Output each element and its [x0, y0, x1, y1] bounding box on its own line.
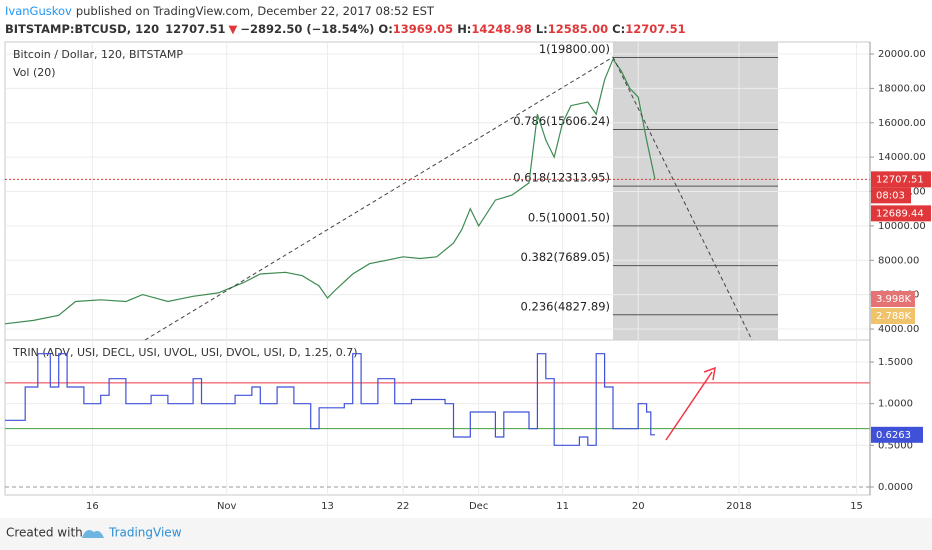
volume-text: 3.998K [876, 294, 912, 305]
h-label: H: [457, 22, 471, 36]
y-tick-label: 1.0000 [878, 399, 913, 410]
countdown-text: 08:03 [876, 190, 905, 201]
l-value: 12585.00 [548, 22, 608, 36]
x-tick-label: 20 [632, 501, 645, 512]
footer-bar [0, 518, 932, 550]
pane-title: TRIN (ADV, USI, DECL, USI, UVOL, USI, DV… [12, 346, 358, 359]
fib-label: 0.5(10001.50) [528, 210, 610, 224]
publish-line: IvanGuskov published on TradingView.com, … [5, 4, 435, 18]
published: published on TradingView.com, December 2… [76, 4, 435, 18]
countdown-badge [871, 187, 911, 204]
l-label: L: [536, 22, 548, 36]
shaded-zone [613, 42, 778, 340]
pane-title: Bitcoin / Dollar, 120, BITSTAMP [13, 48, 183, 61]
x-tick-label: 15 [850, 501, 863, 512]
arrow-shaft [665, 371, 713, 441]
y-tick-label: 18000.00 [878, 83, 926, 94]
pane-subtitle: Vol (20) [13, 66, 56, 79]
y-tick-label: 0.5000 [878, 440, 913, 451]
y-tick-label: 4000.00 [878, 324, 919, 335]
o-value: 13969.05 [393, 22, 453, 36]
pane [4, 339, 871, 496]
trend-line [612, 56, 753, 341]
price-badge [871, 171, 931, 188]
c-value: 12707.51 [625, 22, 685, 36]
change: −2892.50 (−18.54%) [240, 22, 374, 36]
arrow-head [703, 366, 716, 381]
last: 12707.51 [165, 22, 225, 36]
y-tick-label: 10000.00 [878, 221, 926, 232]
footer-brand[interactable]: TradingView [108, 526, 182, 540]
fib-label: 0.382(7689.05) [521, 250, 610, 264]
author[interactable]: IvanGuskov [5, 4, 72, 18]
series-line [4, 57, 656, 325]
h-value: 14248.98 [471, 22, 531, 36]
y-tick-label: 20000.00 [878, 49, 926, 60]
x-tick-label: 16 [86, 501, 99, 512]
x-tick-label: Dec [469, 501, 488, 512]
bid-badge [871, 205, 931, 222]
ticker-line: BITSTAMP:BTCUSD, 120 12707.51 ▼ −2892.50 (−… [5, 22, 686, 36]
volume-text: 2.788K [876, 311, 912, 322]
fib-label: 0.236(4827.89) [521, 299, 610, 313]
arrow: ▼ [228, 22, 237, 36]
footer-text: Created with [6, 526, 83, 540]
fib-label: 0.618(12313.95) [513, 171, 610, 185]
trend-line [144, 56, 614, 341]
c-label: C: [612, 22, 625, 36]
o-label: O: [378, 22, 392, 36]
y-tick-label: 16000.00 [878, 118, 926, 129]
x-tick-label: 13 [321, 501, 334, 512]
symbol: BITSTAMP:BTCUSD, 120 [5, 22, 159, 36]
x-tick-label: 11 [556, 501, 569, 512]
plot-area: 16Nov1322Dec11202018154000.006000.008000… [4, 41, 931, 512]
footer: Created with TradingView [0, 518, 932, 550]
trin-badge [871, 426, 923, 443]
price-badge-text: 12707.51 [876, 174, 924, 185]
y-tick-label: 14000.00 [878, 152, 926, 163]
x-tick-label: Nov [217, 501, 237, 512]
x-tick-label: 22 [397, 501, 410, 512]
logo [82, 530, 104, 538]
volume-badge [871, 308, 915, 324]
y-tick-label: 0.0000 [878, 482, 913, 493]
y-tick-label: 8000.00 [878, 255, 919, 266]
fib-label: 1(19800.00) [539, 42, 610, 56]
bid-text: 12689.44 [876, 208, 924, 219]
y-tick-label: 1.5000 [878, 357, 913, 368]
trin-badge-text: 0.6263 [876, 430, 911, 441]
x-tick-label: 2018 [726, 501, 751, 512]
volume-badge [871, 291, 915, 307]
series-line [5, 353, 655, 446]
